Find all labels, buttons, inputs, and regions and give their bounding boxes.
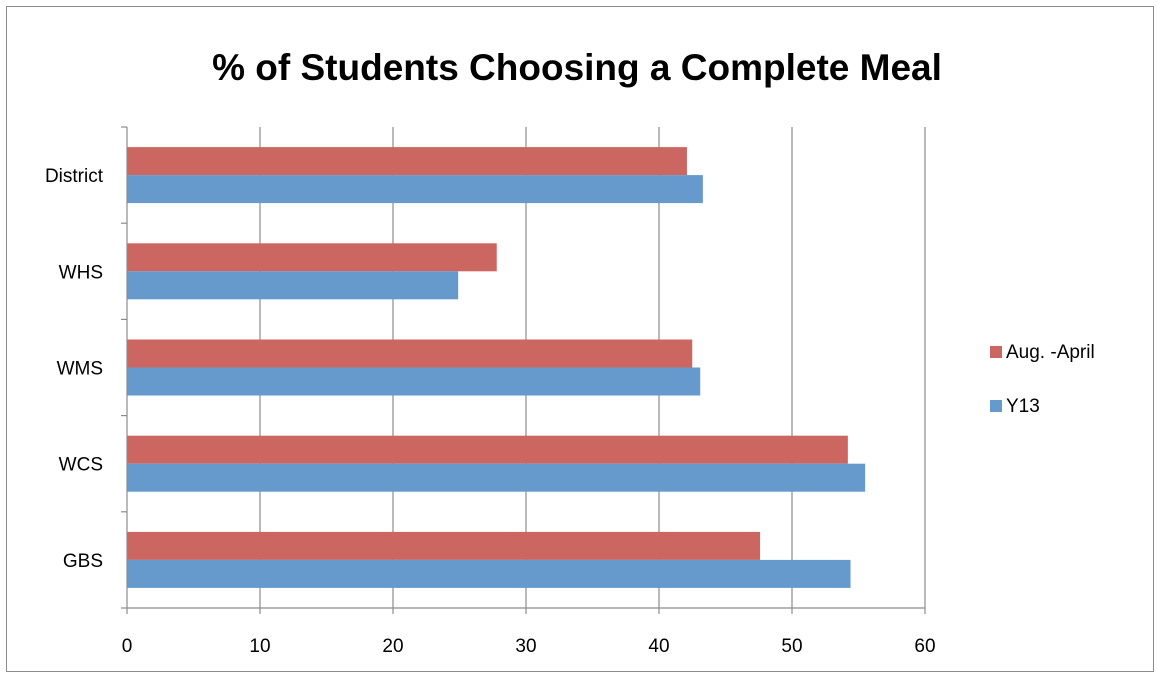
bar-y13 — [127, 559, 851, 588]
x-tick-label: 10 — [249, 636, 270, 657]
bar-aug-april — [127, 531, 761, 560]
legend-swatch — [990, 346, 1002, 358]
bar-aug-april — [127, 243, 497, 272]
bar-aug-april — [127, 147, 687, 176]
bar-y13 — [127, 463, 866, 492]
y-tick-label: WHS — [59, 262, 103, 283]
bar-aug-april — [127, 435, 848, 464]
y-tick-label: District — [45, 166, 104, 187]
y-tick-label: WCS — [59, 455, 103, 476]
bar-y13 — [127, 367, 701, 396]
bar-y13 — [127, 271, 459, 300]
y-tick-label: GBS — [63, 551, 103, 572]
x-tick-label: 30 — [515, 636, 536, 657]
legend-label: Aug. -April — [1006, 342, 1095, 363]
x-tick-label: 20 — [382, 636, 403, 657]
x-tick-label: 0 — [122, 636, 133, 657]
bar-y13 — [127, 175, 703, 204]
chart-title: % of Students Choosing a Complete Meal — [212, 47, 942, 88]
x-tick-label: 40 — [648, 636, 669, 657]
bar-aug-april — [127, 339, 693, 368]
y-tick-label: WMS — [57, 359, 103, 380]
x-tick-label: 50 — [781, 636, 802, 657]
legend-label: Y13 — [1006, 396, 1040, 417]
legend-swatch — [990, 400, 1002, 412]
x-tick-label: 60 — [914, 636, 935, 657]
